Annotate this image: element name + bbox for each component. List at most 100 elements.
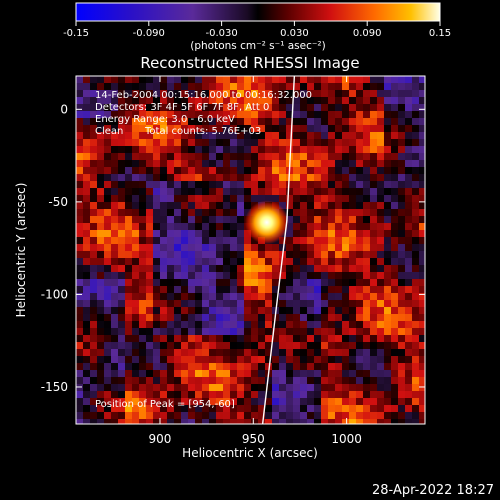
heatmap-cell (293, 195, 301, 203)
heatmap-cell (328, 153, 336, 161)
heatmap-cell (293, 139, 301, 147)
heatmap-cell (391, 286, 399, 294)
heatmap-cell (293, 153, 301, 161)
heatmap-cell (363, 286, 371, 294)
heatmap-cell (153, 118, 161, 126)
heatmap-cell (335, 405, 343, 413)
heatmap-cell (160, 209, 168, 217)
heatmap-cell (125, 300, 133, 308)
heatmap-cell (321, 321, 329, 329)
heatmap-cell (230, 90, 238, 98)
heatmap-cell (216, 223, 224, 231)
heatmap-cell (244, 314, 252, 322)
heatmap-cell (328, 328, 336, 336)
heatmap-cell (216, 76, 224, 84)
heatmap-cell (160, 286, 168, 294)
heatmap-cell (335, 279, 343, 287)
heatmap-cell (111, 216, 119, 224)
heatmap-cell (342, 272, 350, 280)
heatmap-cell (363, 391, 371, 399)
heatmap-cell (314, 167, 322, 175)
heatmap-cell (251, 118, 259, 126)
heatmap-cell (384, 279, 392, 287)
heatmap-cell (342, 111, 350, 119)
colorbar-unit: (photons cm⁻² s⁻¹ asec⁻²) (190, 40, 325, 52)
heatmap-cell (153, 314, 161, 322)
heatmap-cell (90, 118, 98, 126)
heatmap-cell (230, 104, 238, 112)
heatmap-cell (174, 188, 182, 196)
heatmap-cell (314, 293, 322, 301)
heatmap-cell (286, 377, 294, 385)
heatmap-cell (370, 160, 378, 168)
heatmap-cell (293, 174, 301, 182)
heatmap-cell (111, 174, 119, 182)
heatmap-cell (216, 188, 224, 196)
heatmap-cell (328, 342, 336, 350)
heatmap-cell (258, 90, 266, 98)
heatmap-cell (405, 363, 413, 371)
heatmap-cell (132, 181, 140, 189)
heatmap-cell (104, 97, 112, 105)
heatmap-cell (237, 419, 245, 424)
heatmap-cell (272, 391, 280, 399)
heatmap-cell (349, 76, 357, 84)
heatmap-cell (181, 391, 189, 399)
heatmap-cell (391, 398, 399, 406)
heatmap-cell (265, 132, 273, 140)
heatmap-cell (363, 307, 371, 315)
heatmap-cell (293, 223, 301, 231)
heatmap-cell (321, 405, 329, 413)
heatmap-cell (251, 83, 259, 91)
heatmap-cell (230, 97, 238, 105)
heatmap-cell (153, 97, 161, 105)
heatmap-cell (83, 251, 91, 259)
heatmap-cell (307, 307, 315, 315)
heatmap-cell (209, 160, 217, 168)
heatmap-cell (83, 188, 91, 196)
heatmap-cell (104, 111, 112, 119)
heatmap-cell (272, 279, 280, 287)
heatmap-cell (174, 160, 182, 168)
heatmap-cell (363, 419, 371, 424)
heatmap-cell (272, 370, 280, 378)
heatmap-cell (258, 384, 266, 392)
heatmap-cell (265, 188, 273, 196)
heatmap-cell (363, 300, 371, 308)
heatmap-cell (237, 349, 245, 357)
heatmap-cell (377, 181, 385, 189)
heatmap-cell (307, 230, 315, 238)
heatmap-cell (265, 251, 273, 259)
heatmap-cell (265, 118, 273, 126)
heatmap-cell (279, 153, 287, 161)
heatmap-cell (111, 223, 119, 231)
heatmap-cell (76, 97, 84, 105)
heatmap-cell (146, 132, 154, 140)
heatmap-cell (83, 132, 91, 140)
heatmap-cell (293, 321, 301, 329)
heatmap-cell (118, 230, 126, 238)
heatmap-cell (230, 349, 238, 357)
heatmap-cell (419, 118, 425, 126)
heatmap-cell (314, 370, 322, 378)
heatmap-cell (265, 328, 273, 336)
heatmap-cell (405, 202, 413, 210)
heatmap-cell (188, 125, 196, 133)
heatmap-cell (153, 321, 161, 329)
heatmap-cell (202, 251, 210, 259)
heatmap-cell (286, 97, 294, 105)
heatmap-cell (104, 195, 112, 203)
heatmap-cell (216, 237, 224, 245)
heatmap-cell (188, 97, 196, 105)
heatmap-cell (363, 181, 371, 189)
heatmap-cell (125, 251, 133, 259)
heatmap-cell (146, 370, 154, 378)
heatmap-cell (363, 356, 371, 364)
heatmap-cell (384, 286, 392, 294)
heatmap-cell (132, 132, 140, 140)
heatmap-cell (293, 335, 301, 343)
heatmap-cell (307, 398, 315, 406)
heatmap-cell (76, 314, 84, 322)
heatmap-cell (342, 167, 350, 175)
